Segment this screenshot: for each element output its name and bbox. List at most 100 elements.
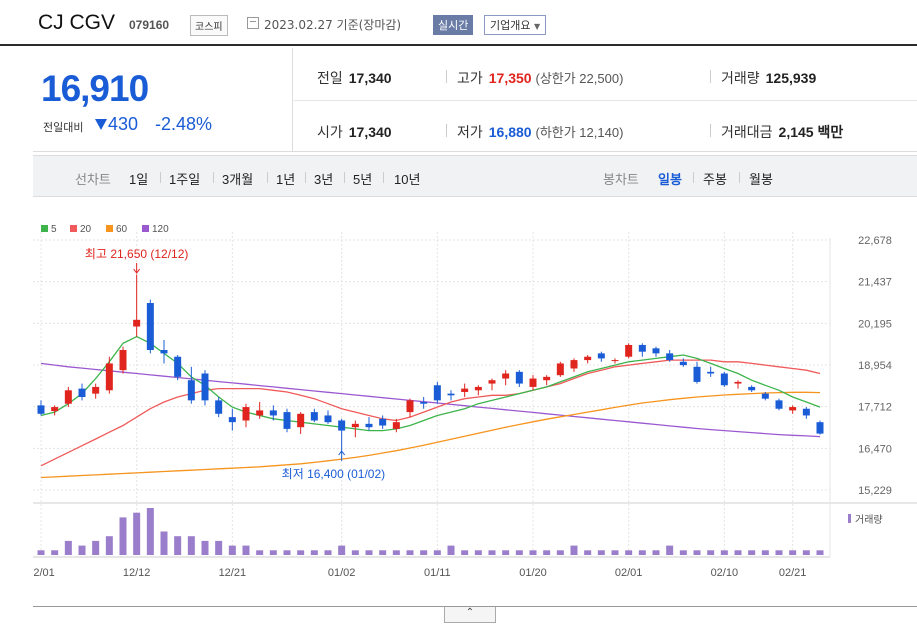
x-tick-label: 02/01 [615,567,643,579]
candle-body [529,378,537,387]
volume-bar [310,550,318,555]
volume-bar [78,545,86,555]
candle-body [734,381,742,384]
candle-body [78,388,86,398]
change-percent: -2.48% [155,114,213,134]
volume-bar [187,536,195,555]
y-tick-label: 17,712 [858,402,892,414]
volume-bar [297,550,305,555]
candle-body [597,353,605,359]
volume-bar [37,550,45,555]
stock-chart[interactable]: 22,678 21,437 20,195 18,954 17,712 16,470 15,2… [33,208,917,608]
quote-panel: 16,910 전일대비 430 -2.48% 전일 17,340 고가 17,350… [33,48,917,152]
tab-1d[interactable]: 1일 [129,172,149,187]
volume-bar [392,550,400,555]
tab-1w[interactable]: 1주일 [169,172,201,187]
candle-body [420,402,428,404]
down-arrow-icon [95,119,107,130]
volume-bar [638,550,646,555]
legend-label: 120 [152,224,169,235]
candle-body [638,344,646,352]
prev-close: 전일 17,340 [317,70,392,86]
volume-bar [543,550,551,555]
candle-body [570,360,578,369]
volume-bar [529,550,537,555]
volume-bar [761,550,769,555]
realtime-button[interactable]: 실시간 [433,15,474,35]
corp-info-dropdown[interactable]: 기업개요 ▼ [484,15,547,35]
volume-bar [625,550,633,555]
volume-bar [679,550,687,555]
candle-body [187,380,195,401]
line-chart-label: 선차트 [75,172,111,187]
tab-3m[interactable]: 3개월 [222,172,254,187]
candle-body [707,371,715,374]
candle-chart-label: 봉차트 [603,172,639,187]
low-price: 저가 16,880 (하한가 12,140) [457,124,624,140]
volume-bar [269,550,277,555]
x-tick-label: 01/11 [424,567,451,579]
candle-body [146,303,154,351]
candle-body [748,386,756,391]
volume-bar [775,550,783,555]
chevron-down-icon: ▼ [533,22,541,31]
volume-bar [693,550,701,555]
tab-3y[interactable]: 3년 [314,172,334,187]
candle-body [297,413,305,428]
volume-bar [515,550,523,555]
volume-bar [597,550,605,555]
candle-body [51,407,59,412]
volume-bar [338,545,346,555]
volume-bar [461,550,469,555]
chart-period-tabs: 선차트 1일 1주일 3개월 1년 3년 5년 10년 봉차트 일봉 주봉 월봉 [33,155,917,197]
candle-body [584,356,592,361]
volume-bar [324,550,332,555]
tab-weekly[interactable]: 주봉 [703,172,727,187]
candle-body [242,407,250,421]
volume-bar [789,550,797,555]
candle-body [201,373,209,401]
tab-daily[interactable]: 일봉 [658,172,682,187]
candle-body [105,363,113,391]
tab-5y[interactable]: 5년 [353,172,373,187]
candle-body [775,400,783,409]
low-arrow-head [338,450,346,456]
volume-bar [447,545,455,555]
candle-body [474,386,482,391]
low-annotation: 최저 16,400 (01/02) [282,467,385,481]
stock-name: CJ CGV [38,11,116,34]
candle-body [269,410,277,416]
candle-body [406,400,414,413]
candle-body [256,410,264,416]
volume-bar [351,550,359,555]
volume-bar [201,540,209,555]
volume-bar [816,550,824,555]
candle-body [666,353,674,361]
volume-bar [720,550,728,555]
volume-bar [474,550,482,555]
y-tick-label: 22,678 [858,235,892,247]
candle-body [228,417,236,423]
tab-monthly[interactable]: 월봉 [749,172,773,187]
y-tick-label: 16,470 [858,443,892,455]
candle-body [447,393,455,396]
change-value: 430 [108,114,139,134]
volume-bar [105,536,113,555]
high-arrow-head [133,268,141,274]
trade-amount: 거래대금 2,145 백만 [721,124,844,140]
tab-1y[interactable]: 1년 [276,172,296,187]
tab-10y[interactable]: 10년 [394,172,421,187]
volume-bar [570,545,578,555]
legend-label: 5 [51,224,57,235]
volume-bar [119,517,127,555]
y-tick-label: 18,954 [858,360,892,372]
volume-bar [242,545,250,555]
legend-label: 20 [80,224,92,235]
expand-button[interactable]: ⌃ [444,607,496,623]
quote-date: 2023.02.27 기준(장마감) [264,18,402,32]
candle-body [133,319,141,327]
candle-body [816,422,824,434]
volume-bar [420,550,428,555]
change-label: 전일대비 [43,121,84,134]
candle-body [174,356,182,377]
